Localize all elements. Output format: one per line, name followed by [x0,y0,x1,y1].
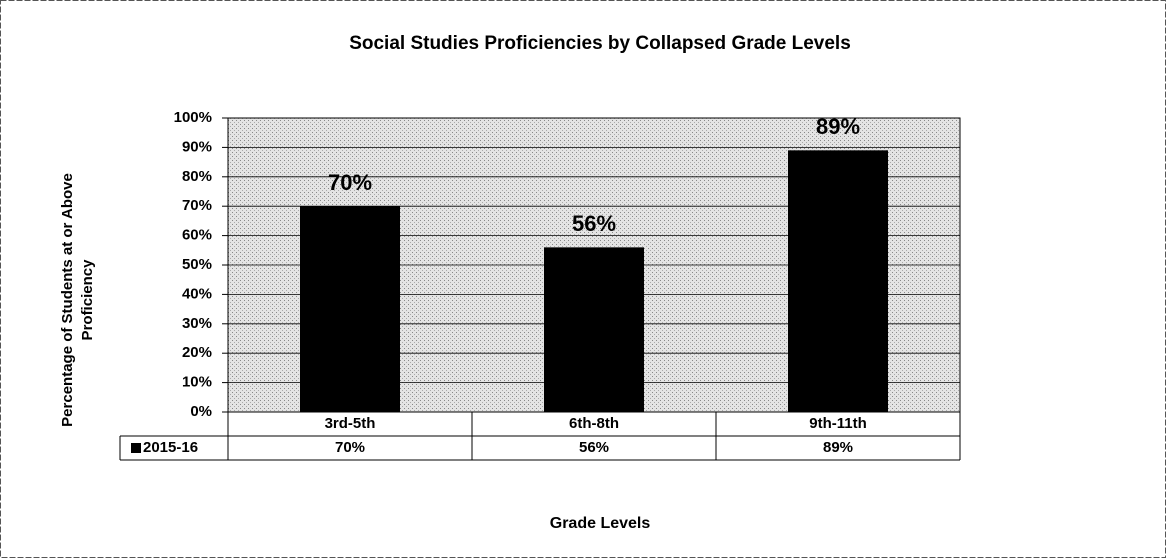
legend-label: 2015-16 [143,439,198,456]
y-tick-label: 100% [174,109,212,126]
y-tick-label: 70% [182,197,212,214]
y-tick-label: 50% [182,256,212,273]
chart-title: Social Studies Proficiencies by Collapse… [349,33,851,54]
y-axis-label: Percentage of Students at or Above [59,173,76,427]
data-label: 89% [816,114,860,139]
bar [788,150,888,412]
y-tick-label: 0% [190,403,212,420]
y-tick-label: 60% [182,227,212,244]
legend-swatch [131,443,141,453]
x-tick-label: 9th-11th [809,415,867,432]
table-value: 56% [579,439,609,456]
table-value: 89% [823,439,853,456]
y-tick-label: 20% [182,344,212,361]
y-tick-label: 90% [182,138,212,155]
y-tick-label: 40% [182,285,212,302]
x-axis-label: Grade Levels [550,515,651,532]
x-tick-label: 3rd-5th [325,415,376,432]
data-label: 70% [328,170,372,195]
x-tick-label: 6th-8th [569,415,619,432]
y-tick-label: 10% [182,374,212,391]
y-axis-label: Proficiency [79,259,96,341]
y-tick-label: 80% [182,168,212,185]
bar [300,206,400,412]
table-value: 70% [335,439,365,456]
data-label: 56% [572,211,616,236]
bar [544,247,644,412]
y-tick-label: 30% [182,315,212,332]
